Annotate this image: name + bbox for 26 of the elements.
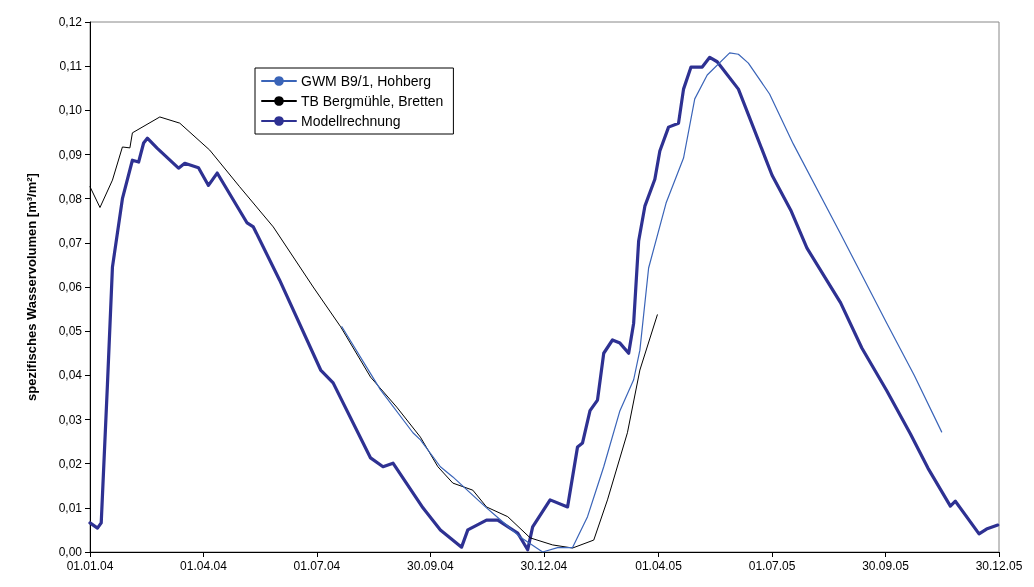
y-tick-label: 0,12 [58,15,83,29]
y-tick-label: 0,02 [58,456,83,471]
y-tick-label: 0,05 [58,324,83,339]
y-tick-label: 0,01 [58,500,83,515]
legend-label: GWM B9/1, Hohberg [301,73,431,89]
x-tick-label: 01.07.04 [293,559,341,573]
y-tick-label: 0,11 [59,59,83,74]
y-tick-label: 0,06 [58,280,83,294]
x-tick-label: 01.04.05 [635,559,683,573]
y-tick-label: 0,04 [58,368,83,383]
x-tick-label: 01.04.04 [180,559,228,573]
y-tick-label: 0,09 [58,147,83,162]
y-tick-label: 0,08 [58,191,83,206]
x-tick-label: 01.01.04 [66,559,114,573]
x-tick-label: 30.12.05 [975,559,1023,573]
y-tick-label: 0,03 [58,412,83,427]
y-tick-label: 0,07 [58,235,83,250]
y-tick-label: 0,00 [58,545,83,559]
x-tick-label: 01.07.05 [748,559,796,573]
x-tick-label: 30.09.04 [407,559,455,573]
legend-label: TB Bergmühle, Bretten [301,93,444,109]
y-tick-label: 0,10 [58,103,83,118]
y-axis-title: spezifisches Wasservolumen [m³/m²] [24,173,39,401]
x-tick-label: 30.12.04 [520,559,568,573]
x-tick-label: 30.09.05 [862,559,910,573]
legend-label: Modellrechnung [301,113,401,129]
